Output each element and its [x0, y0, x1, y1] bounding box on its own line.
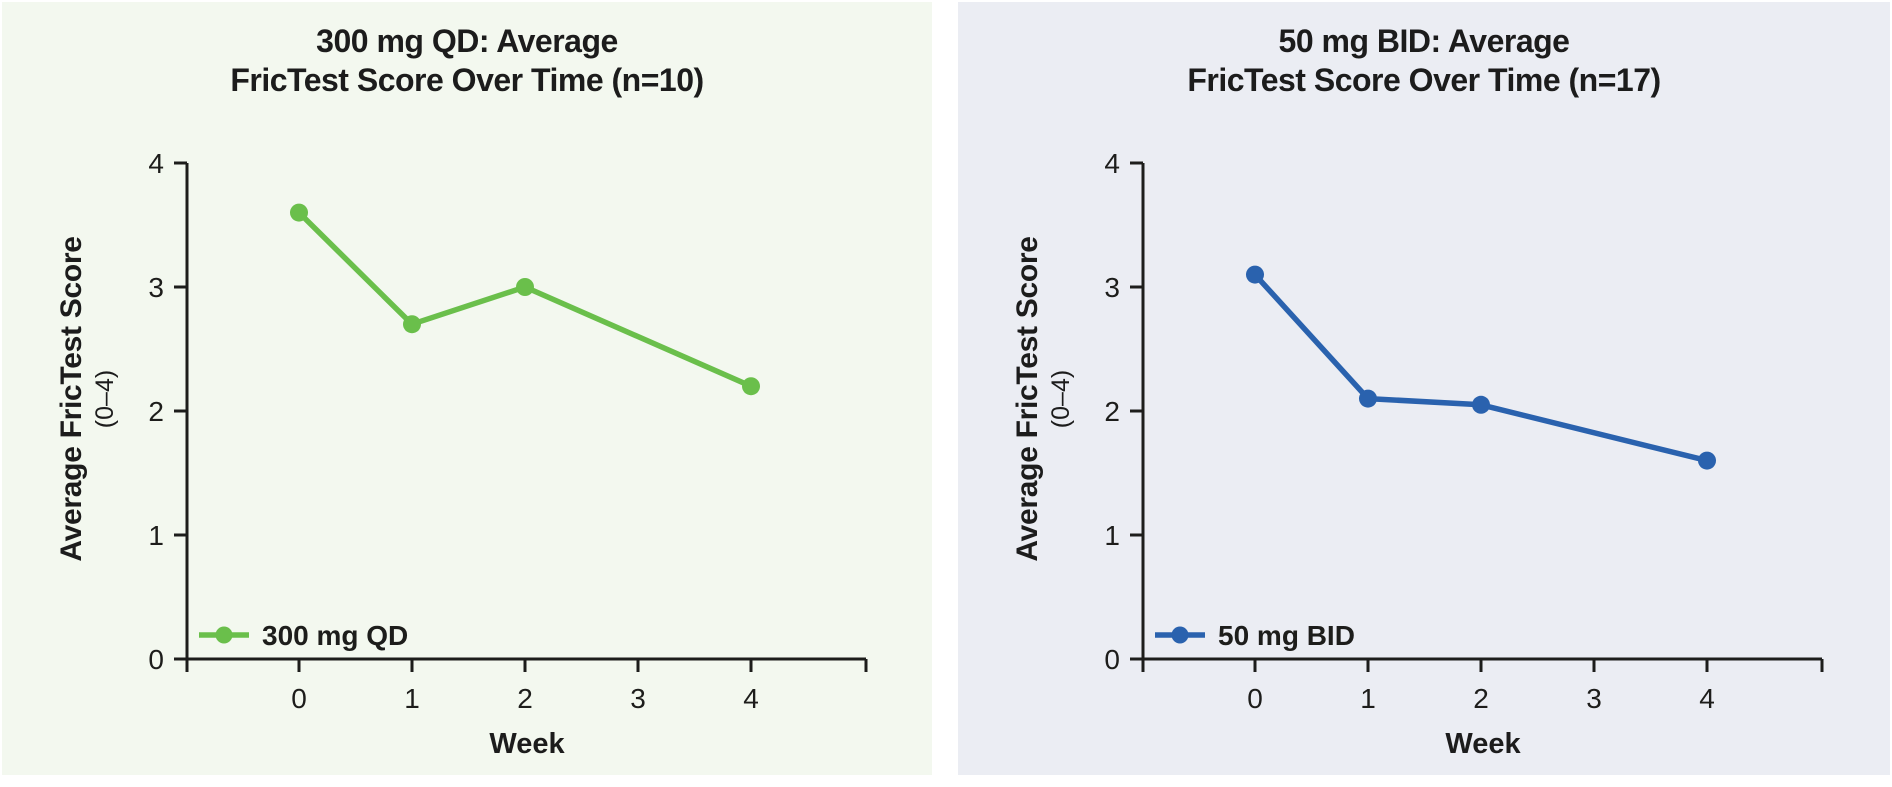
x-axis-label: Week — [1445, 728, 1521, 760]
data-point — [516, 278, 534, 296]
chart-title-line2: FricTest Score Over Time (n=17) — [1187, 62, 1661, 98]
legend-label: 50 mg BID — [1218, 620, 1355, 651]
plot-area-300mg-qd: 0 1 2 3 4 0 1 2 3 4 300 mg QD — [148, 148, 868, 714]
chart-title-line1: 300 mg QD: Average — [316, 23, 618, 59]
x-tick-label: 1 — [1360, 683, 1376, 714]
x-tick-label: 2 — [517, 683, 533, 714]
y-tick-label: 2 — [148, 396, 164, 427]
x-tick-label: 0 — [1247, 683, 1263, 714]
legend-marker — [215, 626, 233, 644]
x-tick-label: 3 — [630, 683, 646, 714]
y-tick-label: 2 — [1104, 396, 1120, 427]
y-tick-label: 0 — [148, 644, 164, 675]
data-point — [1698, 451, 1716, 470]
legend-label: 300 mg QD — [262, 620, 408, 651]
data-point — [403, 315, 421, 334]
data-point — [1359, 389, 1377, 408]
x-tick-label: 1 — [404, 683, 420, 714]
x-tick-label: 4 — [743, 683, 759, 714]
y-tick-label: 4 — [148, 148, 164, 179]
legend-marker — [1171, 626, 1189, 644]
series-line — [296, 209, 754, 389]
y-tick-label: 4 — [1104, 148, 1120, 179]
chart-panel-50mg-bid: 50 mg BID: Average FricTest Score Over T… — [958, 2, 1890, 775]
data-point — [290, 203, 308, 222]
chart-panel-300mg-qd: 300 mg QD: Average FricTest Score Over T… — [2, 2, 932, 775]
y-tick-label: 1 — [1104, 520, 1120, 551]
x-tick-label: 4 — [1699, 683, 1715, 714]
x-tick-label: 2 — [1473, 683, 1489, 714]
data-point — [742, 377, 760, 396]
chart-title-line2: FricTest Score Over Time (n=10) — [230, 62, 704, 98]
chart-title: 50 mg BID: Average FricTest Score Over T… — [958, 22, 1890, 100]
x-tick-label: 3 — [1586, 683, 1602, 714]
series-line — [1252, 271, 1710, 464]
y-tick-label: 3 — [1104, 272, 1120, 303]
data-point — [1246, 265, 1264, 284]
data-point — [1472, 395, 1490, 414]
plot-area-50mg-bid: 0 1 2 3 4 0 1 2 3 4 50 mg BID — [1104, 148, 1824, 714]
y-tick-label: 1 — [148, 520, 164, 551]
chart-title-line1: 50 mg BID: Average — [1278, 23, 1570, 59]
x-tick-label: 0 — [291, 683, 307, 714]
y-tick-label: 3 — [148, 272, 164, 303]
x-axis-label: Week — [489, 728, 565, 760]
chart-title: 300 mg QD: Average FricTest Score Over T… — [2, 22, 932, 100]
y-tick-label: 0 — [1104, 644, 1120, 675]
